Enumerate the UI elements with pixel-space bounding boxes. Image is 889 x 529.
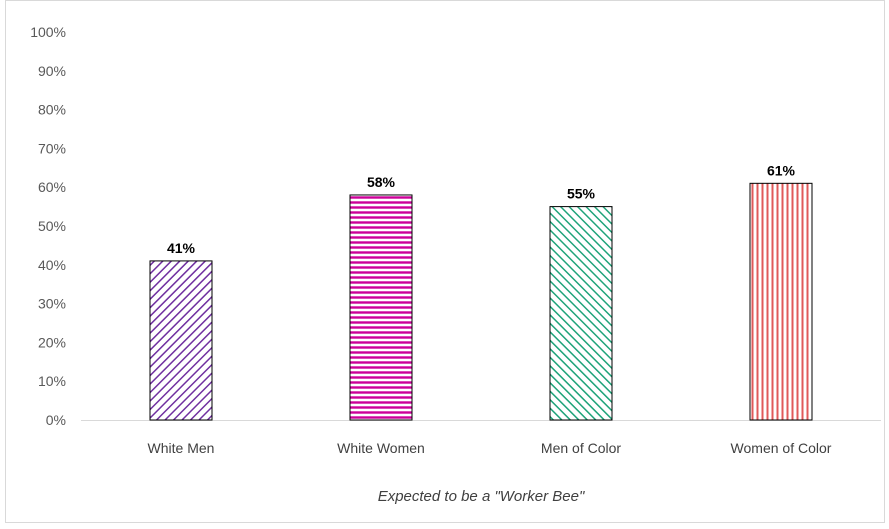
- data-label: 61%: [767, 162, 796, 178]
- data-label: 41%: [167, 240, 196, 256]
- y-tick-label: 100%: [30, 24, 66, 40]
- x-axis-title: Expected to be a "Worker Bee": [378, 488, 585, 505]
- y-tick-label: 70%: [38, 140, 66, 156]
- bar-white-men: [149, 260, 213, 421]
- y-tick-label: 40%: [38, 257, 66, 273]
- x-tick-label: Men of Color: [541, 440, 621, 456]
- bar-chart: 0% 10% 20% 30% 40% 50% 60% 70% 80% 90% 100% 41% 58%…: [30, 24, 881, 505]
- bars-group: [149, 182, 813, 421]
- y-tick-label: 60%: [38, 179, 66, 195]
- data-labels-group: 41% 58% 55% 61%: [167, 162, 796, 256]
- y-tick-label: 80%: [38, 102, 66, 118]
- x-tick-label: Women of Color: [731, 440, 832, 456]
- bar-men-of-color: [549, 206, 613, 421]
- y-tick-label: 50%: [38, 218, 66, 234]
- bar-women-of-color: [749, 182, 813, 421]
- chart-frame: 0% 10% 20% 30% 40% 50% 60% 70% 80% 90% 100% 41% 58%…: [5, 0, 885, 523]
- y-axis: 0% 10% 20% 30% 40% 50% 60% 70% 80% 90% 100%: [30, 24, 66, 428]
- x-tick-label: White Men: [148, 440, 215, 456]
- data-label: 55%: [567, 186, 596, 202]
- y-tick-label: 10%: [38, 373, 66, 389]
- y-tick-label: 90%: [38, 63, 66, 79]
- x-axis: White Men White Women Men of Color Women of…: [148, 440, 832, 456]
- y-tick-label: 30%: [38, 296, 66, 312]
- x-tick-label: White Women: [337, 440, 425, 456]
- bar-white-women: [349, 194, 413, 421]
- y-tick-label: 20%: [38, 334, 66, 350]
- y-tick-label: 0%: [46, 412, 66, 428]
- data-label: 58%: [367, 174, 396, 190]
